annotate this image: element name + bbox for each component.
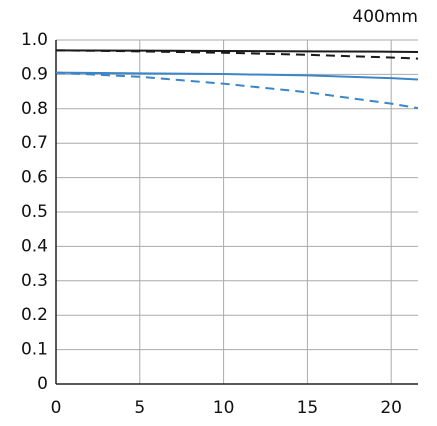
x-tick-label: 20	[380, 398, 402, 418]
y-tick-label: 0.4	[21, 236, 48, 256]
y-tick-label: 0.2	[21, 305, 48, 325]
x-tick-label: 5	[134, 398, 145, 418]
y-tick-label: 0.1	[21, 340, 48, 360]
series-line	[55, 49, 419, 54]
y-tick-label: 0.8	[21, 99, 48, 119]
x-tick-label: 15	[297, 398, 319, 418]
y-tick-label: 0.3	[21, 271, 48, 291]
y-tick-label: 0.5	[21, 202, 48, 222]
series-line	[55, 71, 419, 110]
y-tick-label: 0	[37, 374, 48, 394]
x-tick-label: 0	[51, 398, 62, 418]
chart-title: 400mm	[352, 7, 418, 27]
y-tick-label: 1.0	[21, 30, 48, 50]
y-tick-label: 0.9	[21, 64, 48, 84]
x-tick-label: 10	[213, 398, 235, 418]
y-tick-label: 0.7	[21, 133, 48, 153]
series-line	[55, 71, 419, 81]
y-tick-label: 0.6	[21, 168, 48, 188]
